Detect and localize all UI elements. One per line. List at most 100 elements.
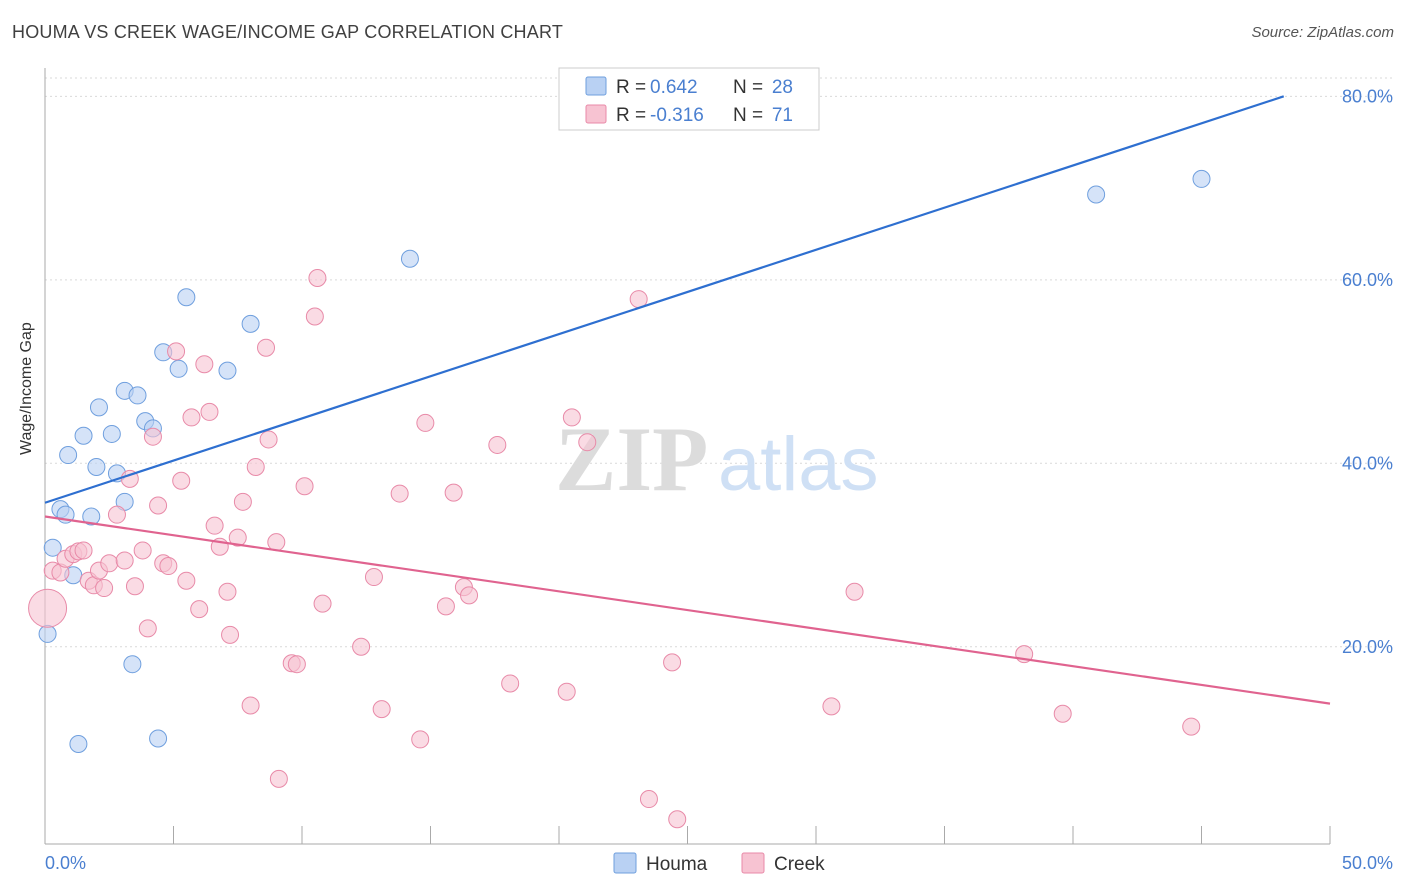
- creek-point: [578, 433, 597, 452]
- houma-point: [69, 735, 88, 754]
- creek-point: [218, 582, 237, 601]
- creek-point: [28, 588, 68, 628]
- houma-point: [149, 729, 168, 748]
- creek-point: [200, 402, 219, 421]
- creek-point: [364, 568, 383, 587]
- houma-point: [74, 426, 93, 445]
- creek-point: [287, 655, 306, 674]
- creek-point: [138, 619, 157, 638]
- houma-point: [218, 361, 237, 380]
- creek-point: [460, 586, 479, 605]
- creek-point: [246, 457, 265, 476]
- houma-point: [177, 288, 196, 307]
- y-tick-label: 20.0%: [1342, 637, 1393, 657]
- houma-point: [59, 446, 78, 465]
- creek-point: [100, 554, 119, 573]
- houma-point: [128, 386, 147, 405]
- creek-point: [221, 625, 240, 644]
- creek-point: [257, 338, 276, 357]
- creek-point: [444, 483, 463, 502]
- creek-point: [233, 492, 252, 511]
- creek-point: [143, 427, 162, 446]
- houma-point: [169, 359, 188, 378]
- creek-point: [190, 600, 209, 619]
- creek-point: [308, 268, 327, 287]
- creek-point: [416, 413, 435, 432]
- creek-point: [115, 551, 134, 570]
- legend-swatch-creek: [585, 104, 607, 124]
- creek-point: [313, 594, 332, 613]
- legend-swatch-houma: [585, 76, 607, 96]
- houma-point: [102, 424, 121, 443]
- creek-point: [125, 577, 144, 596]
- creek-point: [436, 597, 455, 616]
- creek-point: [241, 696, 260, 715]
- creek-point: [1053, 704, 1072, 723]
- creek-point: [663, 653, 682, 672]
- legend-n-value: 28: [772, 77, 793, 98]
- creek-point: [133, 541, 152, 560]
- y-tick-label: 40.0%: [1342, 453, 1393, 473]
- houma-point: [400, 249, 419, 268]
- watermark-atlas: atlas: [718, 422, 879, 507]
- creek-point: [267, 533, 286, 552]
- legend-r-value: 0.642: [650, 77, 698, 98]
- creek-trend-line: [44, 515, 1331, 705]
- chart-title: HOUMA VS CREEK WAGE/INCOME GAP CORRELATI…: [12, 22, 564, 42]
- houma-point: [38, 624, 57, 643]
- houma-point: [43, 538, 62, 557]
- creek-point: [107, 505, 126, 524]
- bottom-legend-swatch-creek: [741, 852, 765, 874]
- x-tick-label: 0.0%: [45, 853, 86, 873]
- legend-n-label: N =: [733, 105, 763, 126]
- creek-point: [562, 408, 581, 427]
- creek-point: [845, 582, 864, 601]
- creek-point: [149, 496, 168, 515]
- creek-point: [372, 700, 391, 719]
- houma-point: [241, 314, 260, 333]
- creek-point: [488, 435, 507, 454]
- creek-point: [501, 674, 520, 693]
- creek-point: [668, 810, 687, 829]
- creek-point: [259, 430, 278, 449]
- creek-point: [95, 579, 114, 598]
- creek-point: [352, 637, 371, 656]
- creek-point: [195, 355, 214, 374]
- creek-point: [228, 528, 247, 547]
- legend-r-label: R =: [616, 77, 646, 98]
- bottom-legend-label-creek: Creek: [774, 854, 825, 875]
- y-tick-label: 60.0%: [1342, 270, 1393, 290]
- houma-point: [1192, 169, 1211, 188]
- creek-point: [557, 682, 576, 701]
- legend-n-label: N =: [733, 77, 763, 98]
- houma-trend-line: [44, 95, 1285, 504]
- creek-point: [159, 557, 178, 576]
- creek-point: [269, 769, 288, 788]
- watermark-zip: ZIP: [555, 408, 708, 510]
- creek-point: [177, 571, 196, 590]
- creek-point: [295, 477, 314, 496]
- houma-point: [123, 655, 142, 674]
- creek-point: [74, 541, 93, 560]
- series-creek: [28, 268, 1201, 829]
- creek-point: [639, 790, 658, 809]
- creek-point: [390, 484, 409, 503]
- houma-point: [1087, 185, 1106, 204]
- houma-point: [89, 398, 108, 417]
- creek-point: [411, 730, 430, 749]
- legend-n-value: 71: [772, 105, 793, 126]
- creek-point: [182, 408, 201, 427]
- legend-r-value: -0.316: [650, 105, 704, 126]
- houma-point: [82, 507, 101, 526]
- legend-r-label: R =: [616, 105, 646, 126]
- y-tick-label: 80.0%: [1342, 86, 1393, 106]
- x-tick-label: 50.0%: [1342, 853, 1393, 873]
- bottom-legend-label-houma: Houma: [646, 854, 708, 875]
- houma-point: [87, 457, 106, 476]
- creek-point: [305, 307, 324, 326]
- creek-point: [822, 697, 841, 716]
- chart-source: Source: ZipAtlas.com: [1251, 24, 1394, 41]
- creek-point: [205, 516, 224, 535]
- creek-point: [167, 342, 186, 361]
